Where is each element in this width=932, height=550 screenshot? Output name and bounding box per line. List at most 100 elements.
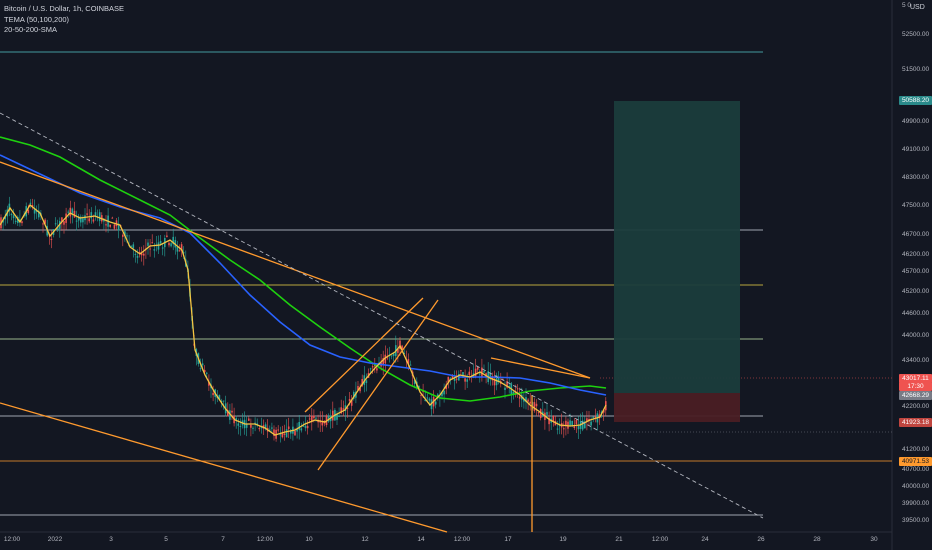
- time-tick-label: 24: [701, 536, 709, 543]
- candle-body: [382, 358, 384, 366]
- candle-body: [264, 424, 267, 430]
- candle-body: [602, 409, 605, 413]
- price-tick-label: 39900.00: [902, 500, 930, 507]
- candle-body: [493, 378, 496, 386]
- candle-body: [180, 244, 183, 252]
- dashed-trend-projection: [0, 112, 764, 519]
- candle-body: [399, 340, 401, 350]
- candle-body: [386, 357, 389, 359]
- sma-slow-line: [0, 136, 607, 402]
- candle-body: [518, 396, 521, 399]
- price-tick-label: 49900.00: [902, 118, 930, 125]
- candle-body: [237, 423, 240, 426]
- sma-indicator-label[interactable]: 20-50-200-SMA: [4, 25, 57, 34]
- candle-body: [573, 426, 576, 428]
- candle-body: [361, 379, 363, 386]
- candle-body: [357, 386, 359, 391]
- candle-body: [466, 379, 468, 382]
- candle-body: [449, 378, 452, 380]
- price-tick-label: 42200.00: [902, 403, 930, 410]
- candle-body: [365, 380, 368, 383]
- candle-body: [285, 429, 288, 438]
- rising-channel-lower: [317, 299, 439, 471]
- candle-body: [161, 247, 164, 249]
- candle-body: [136, 255, 139, 258]
- candle-body: [476, 367, 479, 370]
- candle-body: [313, 415, 315, 419]
- candle-body: [565, 420, 567, 427]
- candle-body: [491, 376, 494, 381]
- candle-body: [384, 354, 387, 364]
- candle-body: [455, 378, 458, 380]
- candle-body: [21, 221, 23, 224]
- price-tick-label: 41200.00: [902, 446, 930, 453]
- candle-body: [75, 220, 78, 222]
- trendlines[interactable]: [0, 112, 764, 533]
- candle-body: [462, 372, 464, 378]
- descending-channel-lower: [0, 402, 448, 533]
- candle-body: [569, 420, 571, 426]
- candle-body: [397, 349, 399, 353]
- candle-body: [420, 394, 422, 396]
- candle-body: [222, 400, 225, 402]
- candle-body: [590, 421, 592, 426]
- candle-body: [29, 202, 32, 205]
- candle-body: [157, 242, 160, 250]
- candle-body: [245, 423, 248, 428]
- candle-body: [8, 203, 11, 212]
- tema-indicator-label[interactable]: TEMA (50,100,200): [4, 14, 70, 24]
- candle-body: [130, 245, 132, 247]
- candle-body: [376, 368, 378, 371]
- symbol-title[interactable]: Bitcoin / U.S. Dollar, 1h, COINBASE: [4, 4, 125, 13]
- price-tick-label: 52500.00: [902, 31, 930, 38]
- candle-body: [54, 223, 57, 225]
- candle-body: [508, 385, 510, 387]
- time-tick-label: 3: [109, 536, 113, 543]
- candle-body: [321, 421, 324, 426]
- candle-body: [594, 416, 597, 418]
- candle-body: [254, 422, 256, 424]
- candle-body: [273, 429, 275, 436]
- candle-body: [504, 387, 506, 391]
- candle-body: [220, 400, 223, 402]
- candle-body: [407, 359, 410, 364]
- stop-price-tag: 41923.18: [899, 418, 932, 427]
- long-position-tool[interactable]: [614, 101, 740, 422]
- candle-body: [489, 372, 492, 380]
- time-tick-label: 28: [813, 536, 821, 543]
- candle-body: [153, 249, 156, 251]
- candle-body: [453, 378, 456, 381]
- price-tick-clipped: 5 0: [902, 2, 912, 9]
- time-tick-label: 17: [504, 536, 512, 543]
- candle-body: [138, 251, 141, 253]
- time-tick-label: 26: [757, 536, 765, 543]
- candle-body: [336, 413, 338, 420]
- candle-body: [151, 242, 153, 244]
- candle-body: [523, 399, 525, 402]
- price-tick-label: 40700.00: [902, 466, 930, 473]
- candle-body: [374, 365, 376, 367]
- candle-body: [369, 368, 372, 370]
- candle-body: [271, 427, 273, 429]
- time-tick-label: 21: [615, 536, 623, 543]
- candle-body: [424, 399, 426, 401]
- candle-body: [506, 381, 508, 388]
- price-tick-label: 39500.00: [902, 517, 930, 524]
- horizontal-levels[interactable]: [0, 51, 892, 516]
- candle-body: [392, 353, 395, 356]
- candle-body: [105, 224, 107, 226]
- currency-label[interactable]: USD: [910, 4, 925, 11]
- candle-body: [80, 216, 82, 223]
- candle-body: [77, 216, 80, 221]
- candle-body: [300, 428, 303, 431]
- candle-body: [283, 433, 286, 435]
- candle-body: [147, 242, 149, 246]
- candle-body: [149, 248, 151, 250]
- candle-body: [556, 428, 559, 430]
- candle-body: [279, 434, 282, 436]
- candle-body: [348, 399, 351, 402]
- candle-body: [342, 408, 345, 410]
- candle-body: [168, 242, 170, 246]
- candle-body: [296, 428, 298, 432]
